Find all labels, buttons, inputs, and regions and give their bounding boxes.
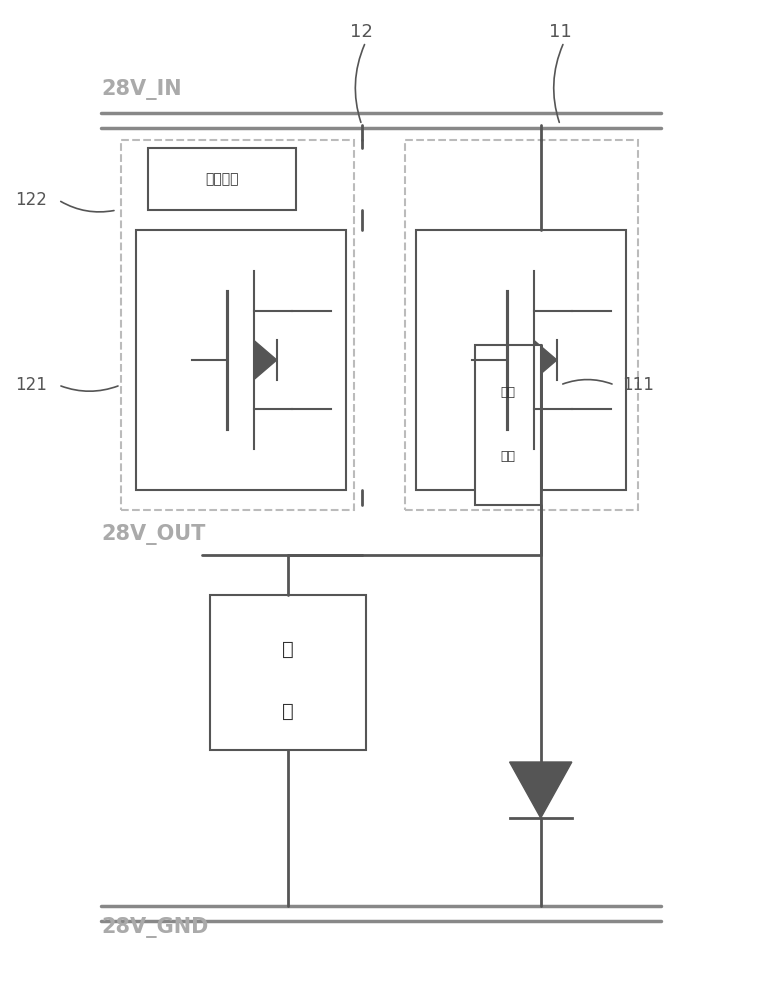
- Bar: [416, 230, 626, 490]
- Text: 载: 载: [282, 702, 294, 721]
- Text: 限流电阻: 限流电阻: [205, 172, 239, 186]
- Bar: [148, 148, 296, 210]
- Text: 12: 12: [350, 23, 373, 41]
- Text: 负: 负: [282, 640, 294, 659]
- Text: 11: 11: [548, 23, 572, 41]
- Bar: [405, 140, 638, 510]
- Polygon shape: [510, 762, 572, 818]
- Bar: [475, 345, 541, 505]
- Text: 采样: 采样: [500, 386, 515, 399]
- Text: 111: 111: [622, 376, 654, 394]
- Polygon shape: [254, 340, 277, 380]
- Text: 122: 122: [15, 191, 47, 209]
- Text: 电阻: 电阻: [500, 450, 515, 464]
- Text: 28V_GND: 28V_GND: [101, 917, 209, 938]
- Bar: [136, 230, 346, 490]
- Text: 28V_OUT: 28V_OUT: [101, 524, 205, 545]
- Text: 121: 121: [15, 376, 47, 394]
- Bar: [121, 140, 354, 510]
- Text: 28V_IN: 28V_IN: [101, 79, 182, 100]
- Bar: [210, 595, 366, 750]
- Polygon shape: [534, 340, 557, 380]
